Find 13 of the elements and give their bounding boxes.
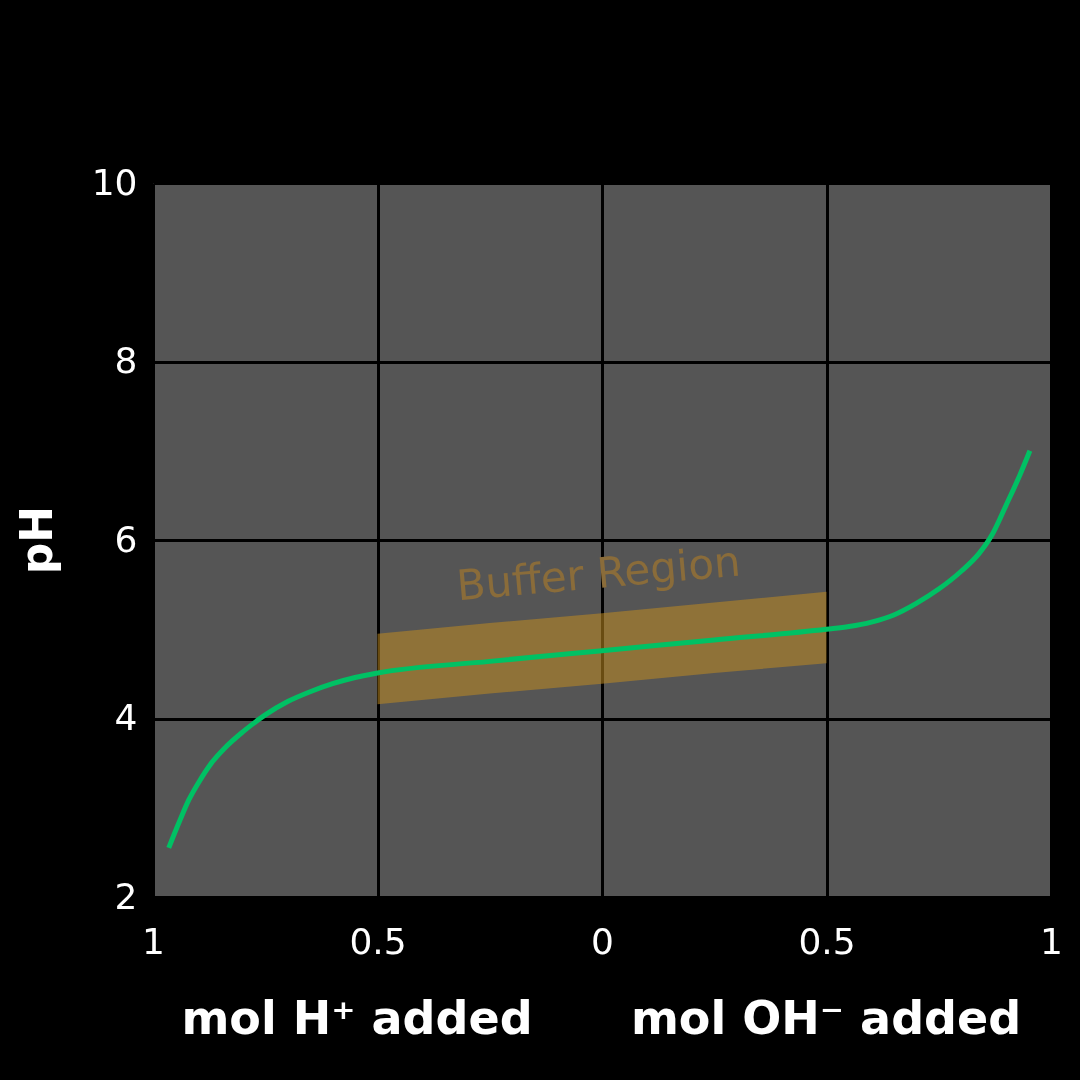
- x-axis-title: mol H⁺ added: [181, 991, 533, 1045]
- x-tick-label: 0.5: [798, 920, 856, 962]
- x-tick-label: 0: [591, 920, 614, 962]
- y-tick-label: 6: [114, 518, 138, 560]
- y-tick-label: 8: [114, 340, 138, 381]
- y-axis-title: pH: [11, 505, 62, 575]
- y-tick-label: 10: [91, 161, 138, 203]
- x-tick-label: 0.5: [349, 920, 407, 962]
- x-tick-label: 1: [1040, 920, 1063, 962]
- text: mol OH⁻ added: [630, 991, 1022, 1045]
- y-tick-label: 2: [114, 875, 138, 917]
- x-tick-label: 1: [142, 920, 165, 962]
- y-tick-label: 4: [114, 697, 138, 738]
